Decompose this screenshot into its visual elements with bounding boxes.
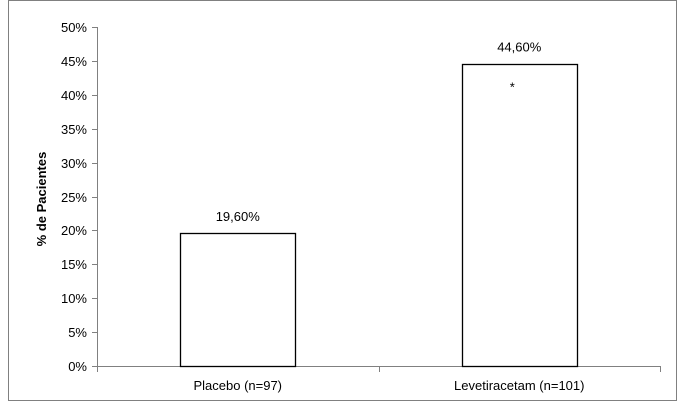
plot-area: 0% 5% 10% 15% 20% 25% 30% 35% 40% 45% 50% 19,60% Pla…	[61, 20, 661, 393]
y-tick-label: 15%	[61, 257, 87, 272]
data-label: 44,60%	[497, 40, 542, 55]
bar	[179, 232, 297, 368]
significance-annotation: *	[510, 80, 515, 95]
x-category-label: Levetiracetam (n=101)	[454, 378, 584, 393]
y-axis-title: % de Pacientes	[34, 152, 49, 247]
y-tick-label: 50%	[61, 20, 87, 35]
y-tick-label: 25%	[61, 190, 87, 205]
bar	[461, 63, 579, 368]
y-tick-label: 20%	[61, 223, 87, 238]
y-tick-label: 10%	[61, 291, 87, 306]
y-tick-label: 5%	[68, 325, 87, 340]
y-tick-label: 35%	[61, 122, 87, 137]
y-tick-label: 45%	[61, 54, 87, 69]
data-label: 19,60%	[216, 209, 261, 224]
x-category-label: Placebo (n=97)	[193, 378, 282, 393]
y-tick-label: 40%	[61, 88, 87, 103]
y-tick-label: 0%	[68, 359, 87, 374]
y-tick-label: 30%	[61, 156, 87, 171]
